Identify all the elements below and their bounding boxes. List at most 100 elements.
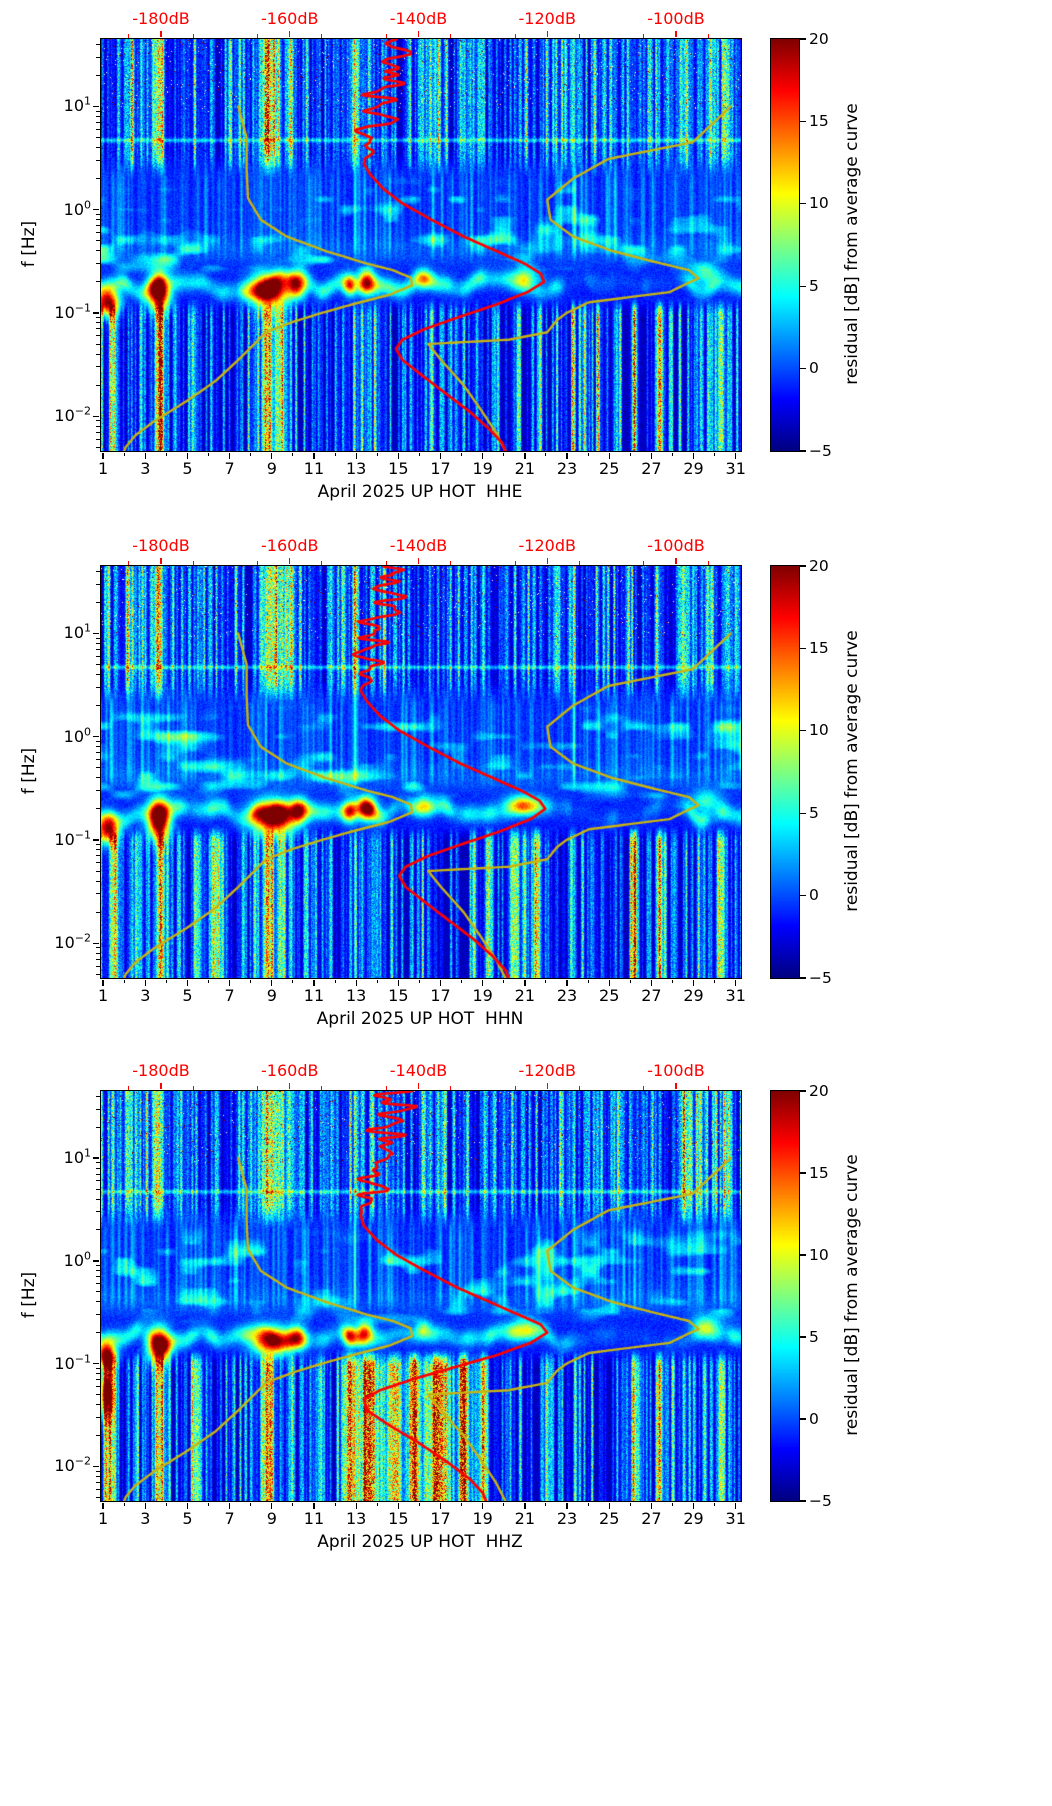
db-minor-tick [514, 34, 516, 38]
y-tick-label: 101 [63, 95, 91, 116]
x-minor-tick [165, 979, 167, 983]
y-minor-tick [96, 1198, 100, 1200]
x-tick [144, 452, 146, 459]
db-minor-tick [257, 561, 259, 565]
colorbar-canvas-hhe [771, 39, 799, 451]
x-tick [355, 452, 357, 459]
y-tick [93, 415, 99, 417]
y-tick-label: 10−2 [54, 1455, 91, 1476]
colorbar-tick-label: 20 [809, 556, 829, 575]
x-tick-label: 7 [224, 1509, 235, 1528]
x-tick-label: 11 [303, 986, 325, 1005]
x-minor-tick [334, 452, 336, 456]
y-minor-tick [96, 1265, 100, 1267]
x-tick [524, 979, 526, 986]
y-minor-tick [96, 56, 100, 58]
x-tick-label: 27 [641, 1509, 662, 1528]
db-tick [675, 558, 677, 564]
x-tick [186, 452, 189, 459]
y-minor-tick [96, 1126, 100, 1128]
db-tick-label: -140dB [389, 9, 448, 28]
colorbar-tick [799, 894, 806, 897]
colorbar-tick-label: 15 [809, 1163, 829, 1182]
y-tick-label: 101 [63, 622, 91, 643]
x-minor-tick [250, 1502, 252, 1506]
y-minor-tick [96, 664, 100, 666]
x-tick-label: 27 [641, 459, 662, 478]
y-minor-tick [96, 674, 100, 676]
colorbar-canvas-hhz [771, 1091, 799, 1501]
db-minor-tick [257, 34, 259, 38]
colorbar-tick-label: 5 [809, 1327, 819, 1346]
colorbar-tick [799, 203, 806, 205]
db-minor-tick [128, 1086, 130, 1090]
x-tick-label: 17 [430, 1509, 451, 1528]
db-tick-label: -100dB [647, 1061, 705, 1080]
x-tick [228, 979, 231, 986]
y-minor-tick [96, 281, 100, 283]
colorbar-tick [799, 120, 806, 123]
y-minor-tick [96, 880, 100, 882]
y-minor-tick [96, 767, 100, 769]
db-tick [417, 31, 420, 37]
x-tick-label: 17 [430, 986, 451, 1005]
x-tick-label: 27 [641, 986, 662, 1005]
x-tick [650, 1502, 653, 1509]
y-minor-tick [96, 965, 100, 967]
x-tick-label: 1 [98, 459, 109, 478]
x-tick [566, 452, 568, 459]
y-minor-tick [96, 317, 100, 319]
x-minor-tick [503, 1502, 505, 1506]
colorbar-tick-label: 15 [809, 111, 829, 130]
y-minor-tick [96, 642, 100, 644]
x-minor-tick [461, 1502, 463, 1506]
db-minor-tick [514, 561, 516, 565]
y-minor-tick [96, 343, 100, 345]
x-minor-tick [250, 452, 252, 456]
x-tick-label: 25 [599, 459, 620, 478]
db-minor-tick [578, 561, 580, 565]
x-minor-tick [503, 452, 505, 456]
y-minor-tick [96, 1180, 100, 1182]
x-tick-label: 5 [182, 986, 193, 1005]
y-minor-tick [96, 1291, 100, 1293]
x-axis-label: April 2025 UP HOT HHN [316, 1009, 524, 1029]
x-minor-tick [671, 979, 673, 983]
x-tick [397, 452, 399, 459]
db-tick-label: -140dB [389, 1061, 448, 1080]
y-minor-tick [96, 1162, 100, 1164]
x-tick [271, 452, 273, 459]
x-tick [608, 1502, 610, 1509]
x-tick-label: 13 [345, 986, 367, 1005]
x-minor-tick [629, 452, 631, 456]
db-tick-label: -100dB [647, 536, 705, 555]
db-minor-tick [450, 34, 452, 38]
colorbar-label: residual [dB] from average curve [842, 1154, 862, 1436]
y-minor-tick [96, 384, 100, 386]
x-minor-tick [418, 452, 420, 456]
x-tick [692, 452, 695, 459]
y-minor-tick [96, 637, 100, 639]
x-tick [482, 1502, 484, 1509]
colorbar-tick-label: 10 [809, 721, 829, 740]
y-minor-tick [96, 655, 100, 657]
x-tick-label: 29 [683, 1509, 704, 1528]
x-minor-tick [714, 1502, 716, 1506]
y-minor-tick [96, 958, 100, 960]
y-minor-tick [96, 705, 100, 707]
y-minor-tick [96, 137, 100, 139]
y-minor-tick [96, 746, 100, 748]
x-minor-tick [208, 452, 210, 456]
colorbar-tick-label: 5 [809, 276, 819, 295]
db-minor-tick [321, 1086, 323, 1090]
y-minor-tick [96, 1416, 100, 1418]
x-tick-label: 17 [430, 459, 451, 478]
y-tick [93, 942, 99, 944]
y-minor-tick [96, 335, 100, 337]
x-tick-label: 13 [345, 459, 367, 478]
y-tick [93, 632, 99, 635]
db-minor-tick [514, 1086, 516, 1090]
x-minor-tick [208, 1502, 210, 1506]
x-minor-tick [545, 1502, 547, 1506]
